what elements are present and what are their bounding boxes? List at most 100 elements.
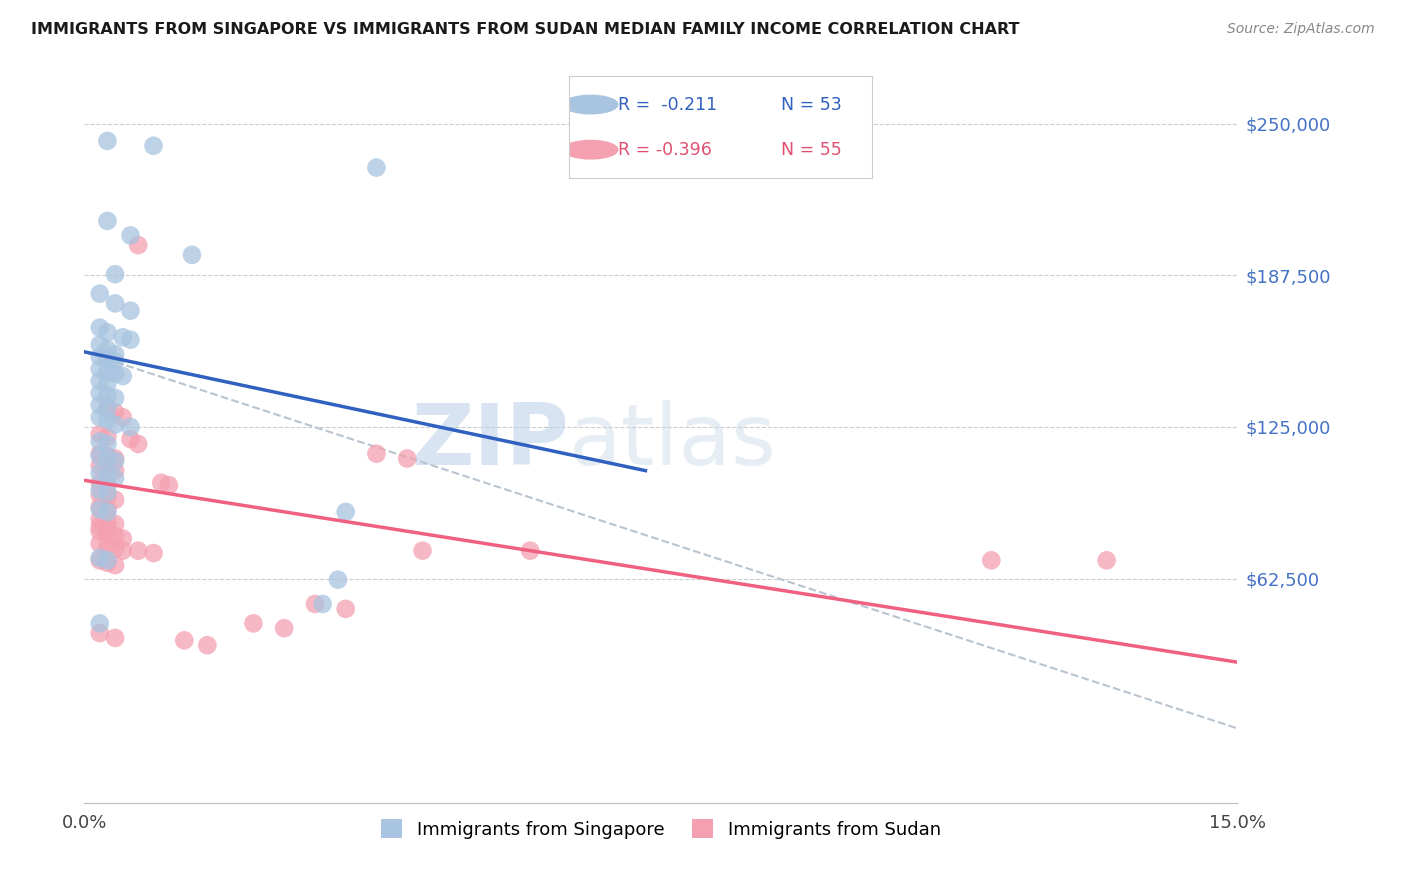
Point [111, 532, 134, 546]
Point [89, 449, 111, 463]
Point [96, 468, 118, 483]
Point [120, 333, 142, 347]
Point [96, 461, 118, 475]
Point [104, 516, 127, 531]
Point [127, 238, 149, 252]
Point [89, 475, 111, 490]
Point [89, 512, 111, 526]
Point [326, 573, 349, 587]
Point [96, 430, 118, 444]
Point [104, 417, 127, 432]
Text: atlas: atlas [568, 400, 776, 483]
Point [120, 228, 142, 243]
Point [111, 369, 134, 384]
Point [89, 458, 111, 473]
Point [396, 451, 419, 466]
Point [89, 466, 111, 480]
Point [104, 451, 127, 466]
Point [89, 361, 111, 376]
Point [142, 138, 165, 153]
Point [366, 447, 388, 461]
Text: N = 53: N = 53 [782, 95, 842, 113]
Point [89, 286, 111, 301]
Point [96, 451, 118, 466]
Point [89, 320, 111, 334]
Text: Source: ZipAtlas.com: Source: ZipAtlas.com [1227, 22, 1375, 37]
Point [242, 616, 264, 631]
Point [96, 401, 118, 415]
Point [1095, 553, 1118, 567]
Point [89, 536, 111, 550]
Point [111, 543, 134, 558]
Point [104, 267, 127, 281]
Point [96, 437, 118, 451]
Point [127, 543, 149, 558]
Point [89, 626, 111, 640]
Point [157, 478, 180, 492]
Point [89, 350, 111, 364]
Point [96, 556, 118, 570]
Point [89, 398, 111, 412]
Point [96, 134, 118, 148]
Point [96, 343, 118, 357]
Point [89, 616, 111, 631]
Point [96, 553, 118, 567]
Point [96, 505, 118, 519]
Point [173, 633, 195, 648]
Point [96, 364, 118, 378]
Point [96, 352, 118, 367]
Point [335, 505, 357, 519]
Point [96, 449, 118, 463]
Point [96, 214, 118, 228]
Point [96, 539, 118, 553]
Point [89, 502, 111, 516]
Point [96, 326, 118, 340]
Point [127, 437, 149, 451]
Point [89, 519, 111, 533]
Point [104, 471, 127, 485]
Point [311, 597, 333, 611]
Point [335, 602, 357, 616]
Point [96, 515, 118, 529]
Circle shape [564, 95, 617, 114]
Point [89, 550, 111, 565]
Point [89, 427, 111, 442]
Point [89, 483, 111, 497]
Point [181, 248, 204, 262]
Point [104, 541, 127, 556]
Circle shape [564, 140, 617, 159]
Text: R = -0.396: R = -0.396 [617, 141, 711, 159]
Point [89, 410, 111, 425]
Point [96, 485, 118, 500]
Point [412, 543, 434, 558]
Point [111, 330, 134, 344]
Point [96, 413, 118, 427]
Point [89, 524, 111, 539]
Point [96, 526, 118, 541]
Point [89, 488, 111, 502]
Point [96, 502, 118, 516]
Point [150, 475, 173, 490]
Point [195, 638, 218, 652]
Point [142, 546, 165, 560]
Text: R =  -0.211: R = -0.211 [617, 95, 717, 113]
Point [89, 553, 111, 567]
Text: IMMIGRANTS FROM SINGAPORE VS IMMIGRANTS FROM SUDAN MEDIAN FAMILY INCOME CORRELAT: IMMIGRANTS FROM SINGAPORE VS IMMIGRANTS … [31, 22, 1019, 37]
Point [104, 492, 127, 507]
Point [111, 410, 134, 425]
Point [89, 500, 111, 514]
Point [104, 391, 127, 405]
Point [89, 374, 111, 388]
Point [104, 631, 127, 645]
Point [96, 401, 118, 415]
Point [366, 161, 388, 175]
Text: N = 55: N = 55 [782, 141, 842, 159]
Point [96, 491, 118, 505]
Point [104, 347, 127, 361]
Point [120, 420, 142, 434]
Point [104, 367, 127, 381]
Point [104, 405, 127, 419]
Point [89, 337, 111, 351]
Point [89, 434, 111, 449]
Point [304, 597, 326, 611]
